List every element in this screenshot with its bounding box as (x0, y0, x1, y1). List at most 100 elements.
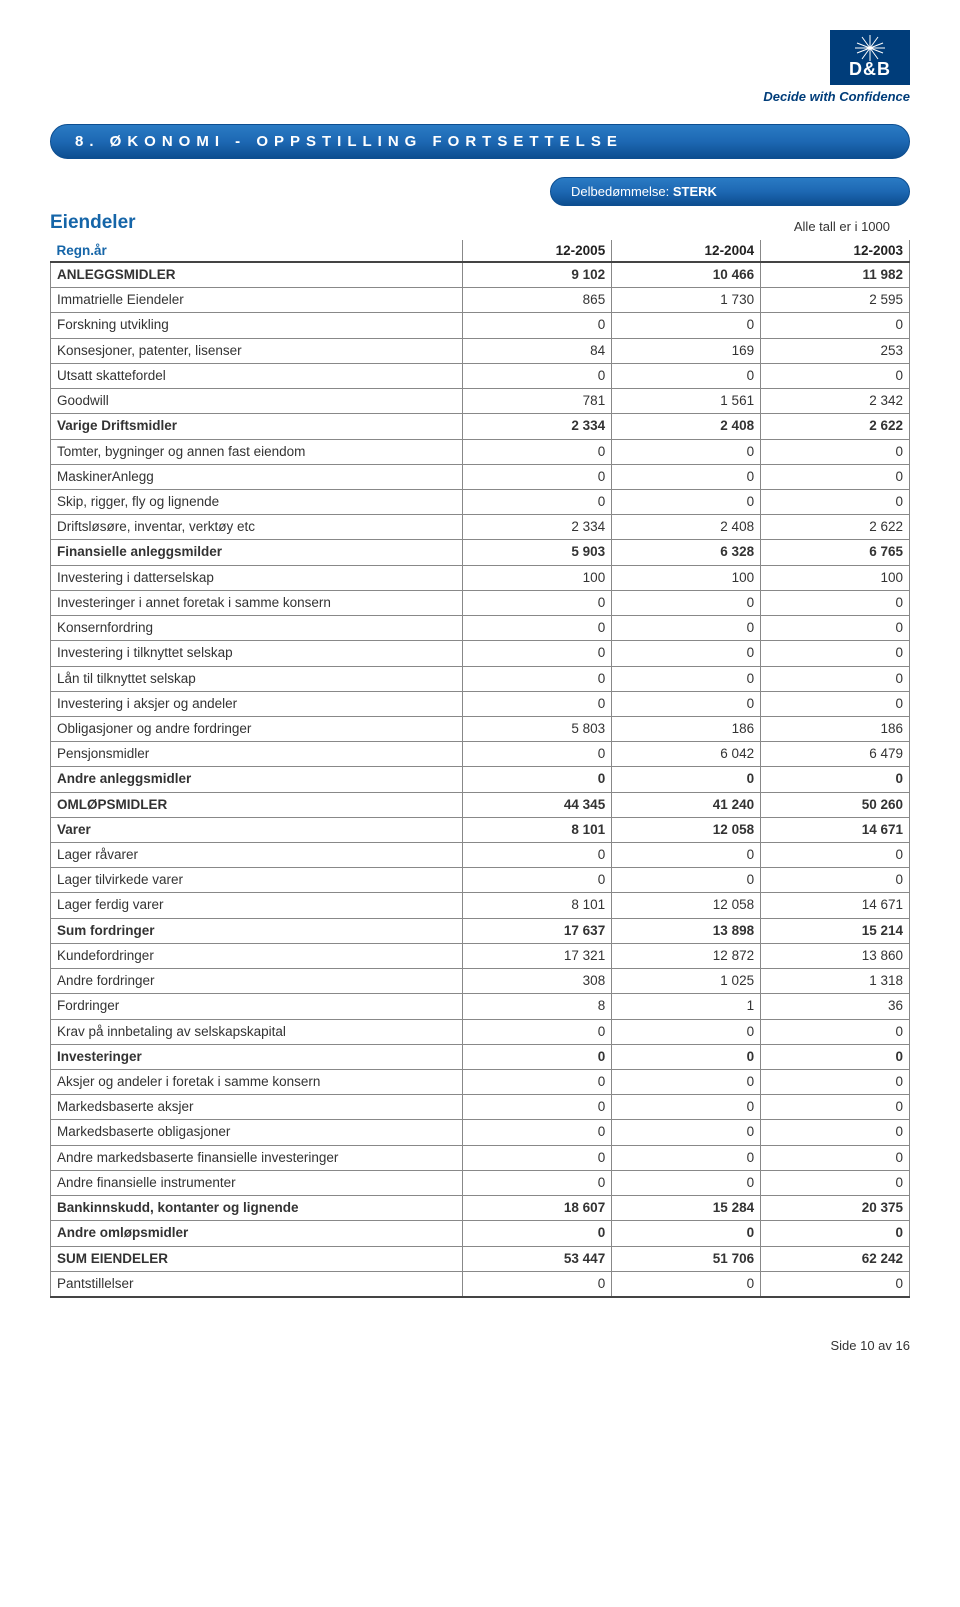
row-value: 0 (612, 616, 761, 641)
row-value: 0 (761, 489, 910, 514)
row-value: 0 (463, 590, 612, 615)
row-label: Driftsløsøre, inventar, verktøy etc (51, 515, 463, 540)
row-value: 0 (761, 1095, 910, 1120)
row-value: 0 (761, 1170, 910, 1195)
row-value: 0 (463, 691, 612, 716)
row-value: 20 375 (761, 1196, 910, 1221)
row-value: 14 671 (761, 893, 910, 918)
row-label: Goodwill (51, 389, 463, 414)
row-value: 41 240 (612, 792, 761, 817)
row-value: 0 (612, 363, 761, 388)
table-row: Krav på innbetaling av selskapskapital00… (51, 1019, 910, 1044)
row-value: 14 671 (761, 817, 910, 842)
row-value: 50 260 (761, 792, 910, 817)
row-value: 36 (761, 994, 910, 1019)
row-label: Investering i tilknyttet selskap (51, 641, 463, 666)
row-value: 0 (463, 464, 612, 489)
row-label: ANLEGGSMIDLER (51, 262, 463, 288)
row-value: 15 284 (612, 1196, 761, 1221)
row-value: 6 328 (612, 540, 761, 565)
table-row: Markedsbaserte aksjer000 (51, 1095, 910, 1120)
table-row: Skip, rigger, fly og lignende000 (51, 489, 910, 514)
row-value: 0 (761, 691, 910, 716)
table-row: Obligasjoner og andre fordringer5 803186… (51, 716, 910, 741)
table-row: Andre markedsbaserte finansielle investe… (51, 1145, 910, 1170)
row-label: Investering i aksjer og andeler (51, 691, 463, 716)
row-label: Andre anleggsmidler (51, 767, 463, 792)
row-value: 2 622 (761, 414, 910, 439)
row-value: 0 (612, 464, 761, 489)
row-label: Forskning utvikling (51, 313, 463, 338)
row-value: 2 334 (463, 515, 612, 540)
row-value: 12 872 (612, 943, 761, 968)
table-row: Andre anleggsmidler000 (51, 767, 910, 792)
row-value: 0 (761, 843, 910, 868)
row-value: 9 102 (463, 262, 612, 288)
table-row: Pantstillelser000 (51, 1271, 910, 1297)
row-label: Markedsbaserte obligasjoner (51, 1120, 463, 1145)
row-label: Lager råvarer (51, 843, 463, 868)
row-value: 0 (463, 1145, 612, 1170)
row-value: 53 447 (463, 1246, 612, 1271)
row-label: MaskinerAnlegg (51, 464, 463, 489)
row-value: 1 025 (612, 969, 761, 994)
logo: D&B Decide with Confidence (763, 30, 910, 104)
row-value: 186 (761, 716, 910, 741)
row-label: Investeringer (51, 1044, 463, 1069)
row-value: 0 (463, 1271, 612, 1297)
row-label: Obligasjoner og andre fordringer (51, 716, 463, 741)
row-value: 0 (463, 1070, 612, 1095)
row-value: 18 607 (463, 1196, 612, 1221)
table-row: ANLEGGSMIDLER9 10210 46611 982 (51, 262, 910, 288)
row-value: 169 (612, 338, 761, 363)
row-label: Varer (51, 817, 463, 842)
row-value: 8 101 (463, 893, 612, 918)
row-value: 0 (463, 1095, 612, 1120)
table-meta: Eiendeler Alle tall er i 1000 (50, 212, 910, 234)
row-value: 0 (761, 641, 910, 666)
table-row: Konsernfordring000 (51, 616, 910, 641)
row-value: 0 (612, 439, 761, 464)
table-row: OMLØPSMIDLER44 34541 24050 260 (51, 792, 910, 817)
row-value: 1 561 (612, 389, 761, 414)
table-row: Pensjonsmidler06 0426 479 (51, 742, 910, 767)
table-row: Fordringer8136 (51, 994, 910, 1019)
row-label: Bankinnskudd, kontanter og lignende (51, 1196, 463, 1221)
row-value: 51 706 (612, 1246, 761, 1271)
row-value: 15 214 (761, 918, 910, 943)
row-value: 2 408 (612, 515, 761, 540)
table-row: Investering i aksjer og andeler000 (51, 691, 910, 716)
row-label: Investeringer i annet foretak i samme ko… (51, 590, 463, 615)
row-label: Andre finansielle instrumenter (51, 1170, 463, 1195)
table-row: Varer8 10112 05814 671 (51, 817, 910, 842)
row-value: 0 (463, 843, 612, 868)
row-value: 0 (463, 1170, 612, 1195)
col-label: Regn.år (51, 240, 463, 262)
row-value: 0 (463, 439, 612, 464)
row-value: 0 (612, 489, 761, 514)
row-value: 0 (463, 742, 612, 767)
row-value: 0 (612, 1070, 761, 1095)
row-label: Varige Driftsmidler (51, 414, 463, 439)
unit-note: Alle tall er i 1000 (794, 219, 910, 234)
row-value: 2 595 (761, 288, 910, 313)
table-row: Sum fordringer17 63713 89815 214 (51, 918, 910, 943)
row-value: 0 (612, 1170, 761, 1195)
row-value: 6 765 (761, 540, 910, 565)
table-row: Lager råvarer000 (51, 843, 910, 868)
logo-box: D&B (830, 30, 910, 85)
table-row: Andre omløpsmidler000 (51, 1221, 910, 1246)
col-year: 12-2005 (463, 240, 612, 262)
table-row: Lager tilvirkede varer000 (51, 868, 910, 893)
page-footer: Side 10 av 16 (50, 1338, 910, 1353)
table-row: Driftsløsøre, inventar, verktøy etc2 334… (51, 515, 910, 540)
row-value: 0 (612, 767, 761, 792)
table-row: Andre finansielle instrumenter000 (51, 1170, 910, 1195)
row-label: Lager tilvirkede varer (51, 868, 463, 893)
table-header-row: Regn.år 12-2005 12-2004 12-2003 (51, 240, 910, 262)
table-row: Utsatt skattefordel000 (51, 363, 910, 388)
assets-table: Regn.år 12-2005 12-2004 12-2003 ANLEGGSM… (50, 240, 910, 1298)
row-value: 0 (612, 843, 761, 868)
row-value: 253 (761, 338, 910, 363)
row-value: 6 479 (761, 742, 910, 767)
